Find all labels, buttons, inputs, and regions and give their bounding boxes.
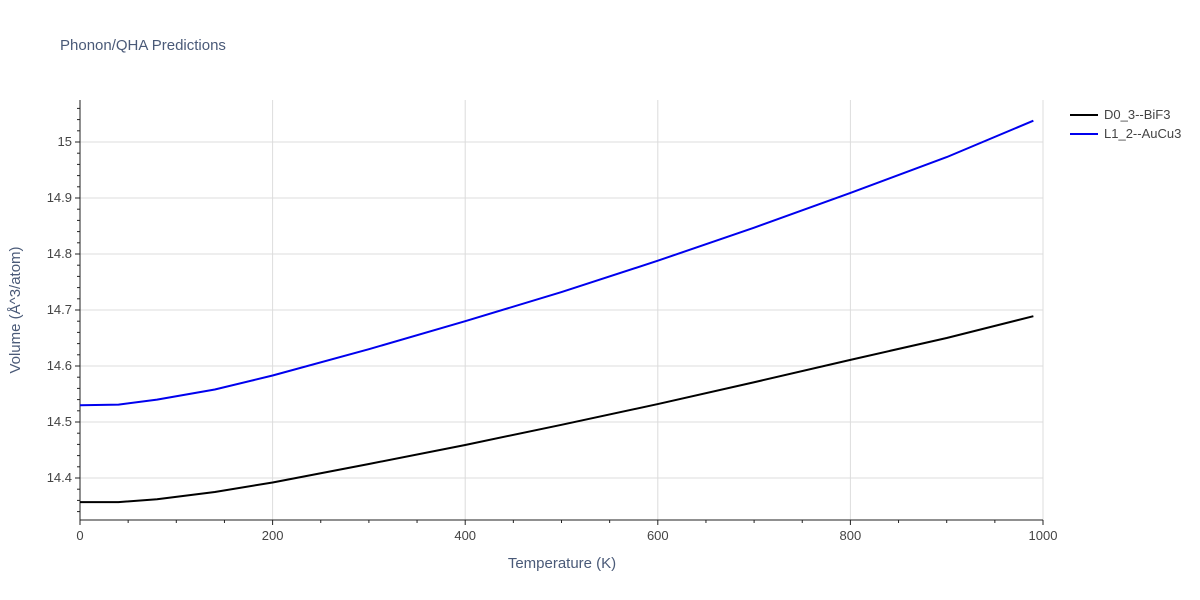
y-tick-label: 14.9 [47, 190, 72, 205]
series-line-1 [80, 315, 1034, 504]
y-tick-label: 14.8 [47, 246, 72, 261]
y-tick-label: 14.6 [47, 358, 72, 373]
legend-item-1[interactable]: D0_3--BiF3 [1070, 107, 1170, 122]
y-tick-label: 15 [58, 134, 72, 149]
y-tick-label: 14.7 [47, 302, 72, 317]
x-tick-label: 800 [840, 528, 862, 543]
x-axis-title: Temperature (K) [508, 555, 616, 572]
legend-label: D0_3--BiF3 [1104, 107, 1170, 122]
series [79, 119, 1034, 504]
x-tick-label: 400 [454, 528, 476, 543]
y-axis-title: Volume (Å^3/atom) [7, 246, 24, 373]
legend[interactable]: D0_3--BiF3 L1_2--AuCu3 [1070, 107, 1181, 141]
series-line-2 [79, 119, 1034, 407]
x-tick-label: 600 [647, 528, 669, 543]
legend-label: L1_2--AuCu3 [1104, 126, 1181, 141]
legend-item-2[interactable]: L1_2--AuCu3 [1070, 126, 1181, 141]
y-tick-label: 14.5 [47, 414, 72, 429]
grid [80, 100, 1044, 520]
chart-title: Phonon/QHA Predictions [60, 37, 226, 54]
y-tick-label: 14.4 [47, 470, 72, 485]
axes: 0 200 400 600 800 1000 14.4 14.5 14.6 14.7 14.8 14.… [47, 100, 1058, 543]
x-tick-label: 200 [262, 528, 284, 543]
x-tick-label: 1000 [1029, 528, 1058, 543]
x-tick-label: 0 [76, 528, 83, 543]
